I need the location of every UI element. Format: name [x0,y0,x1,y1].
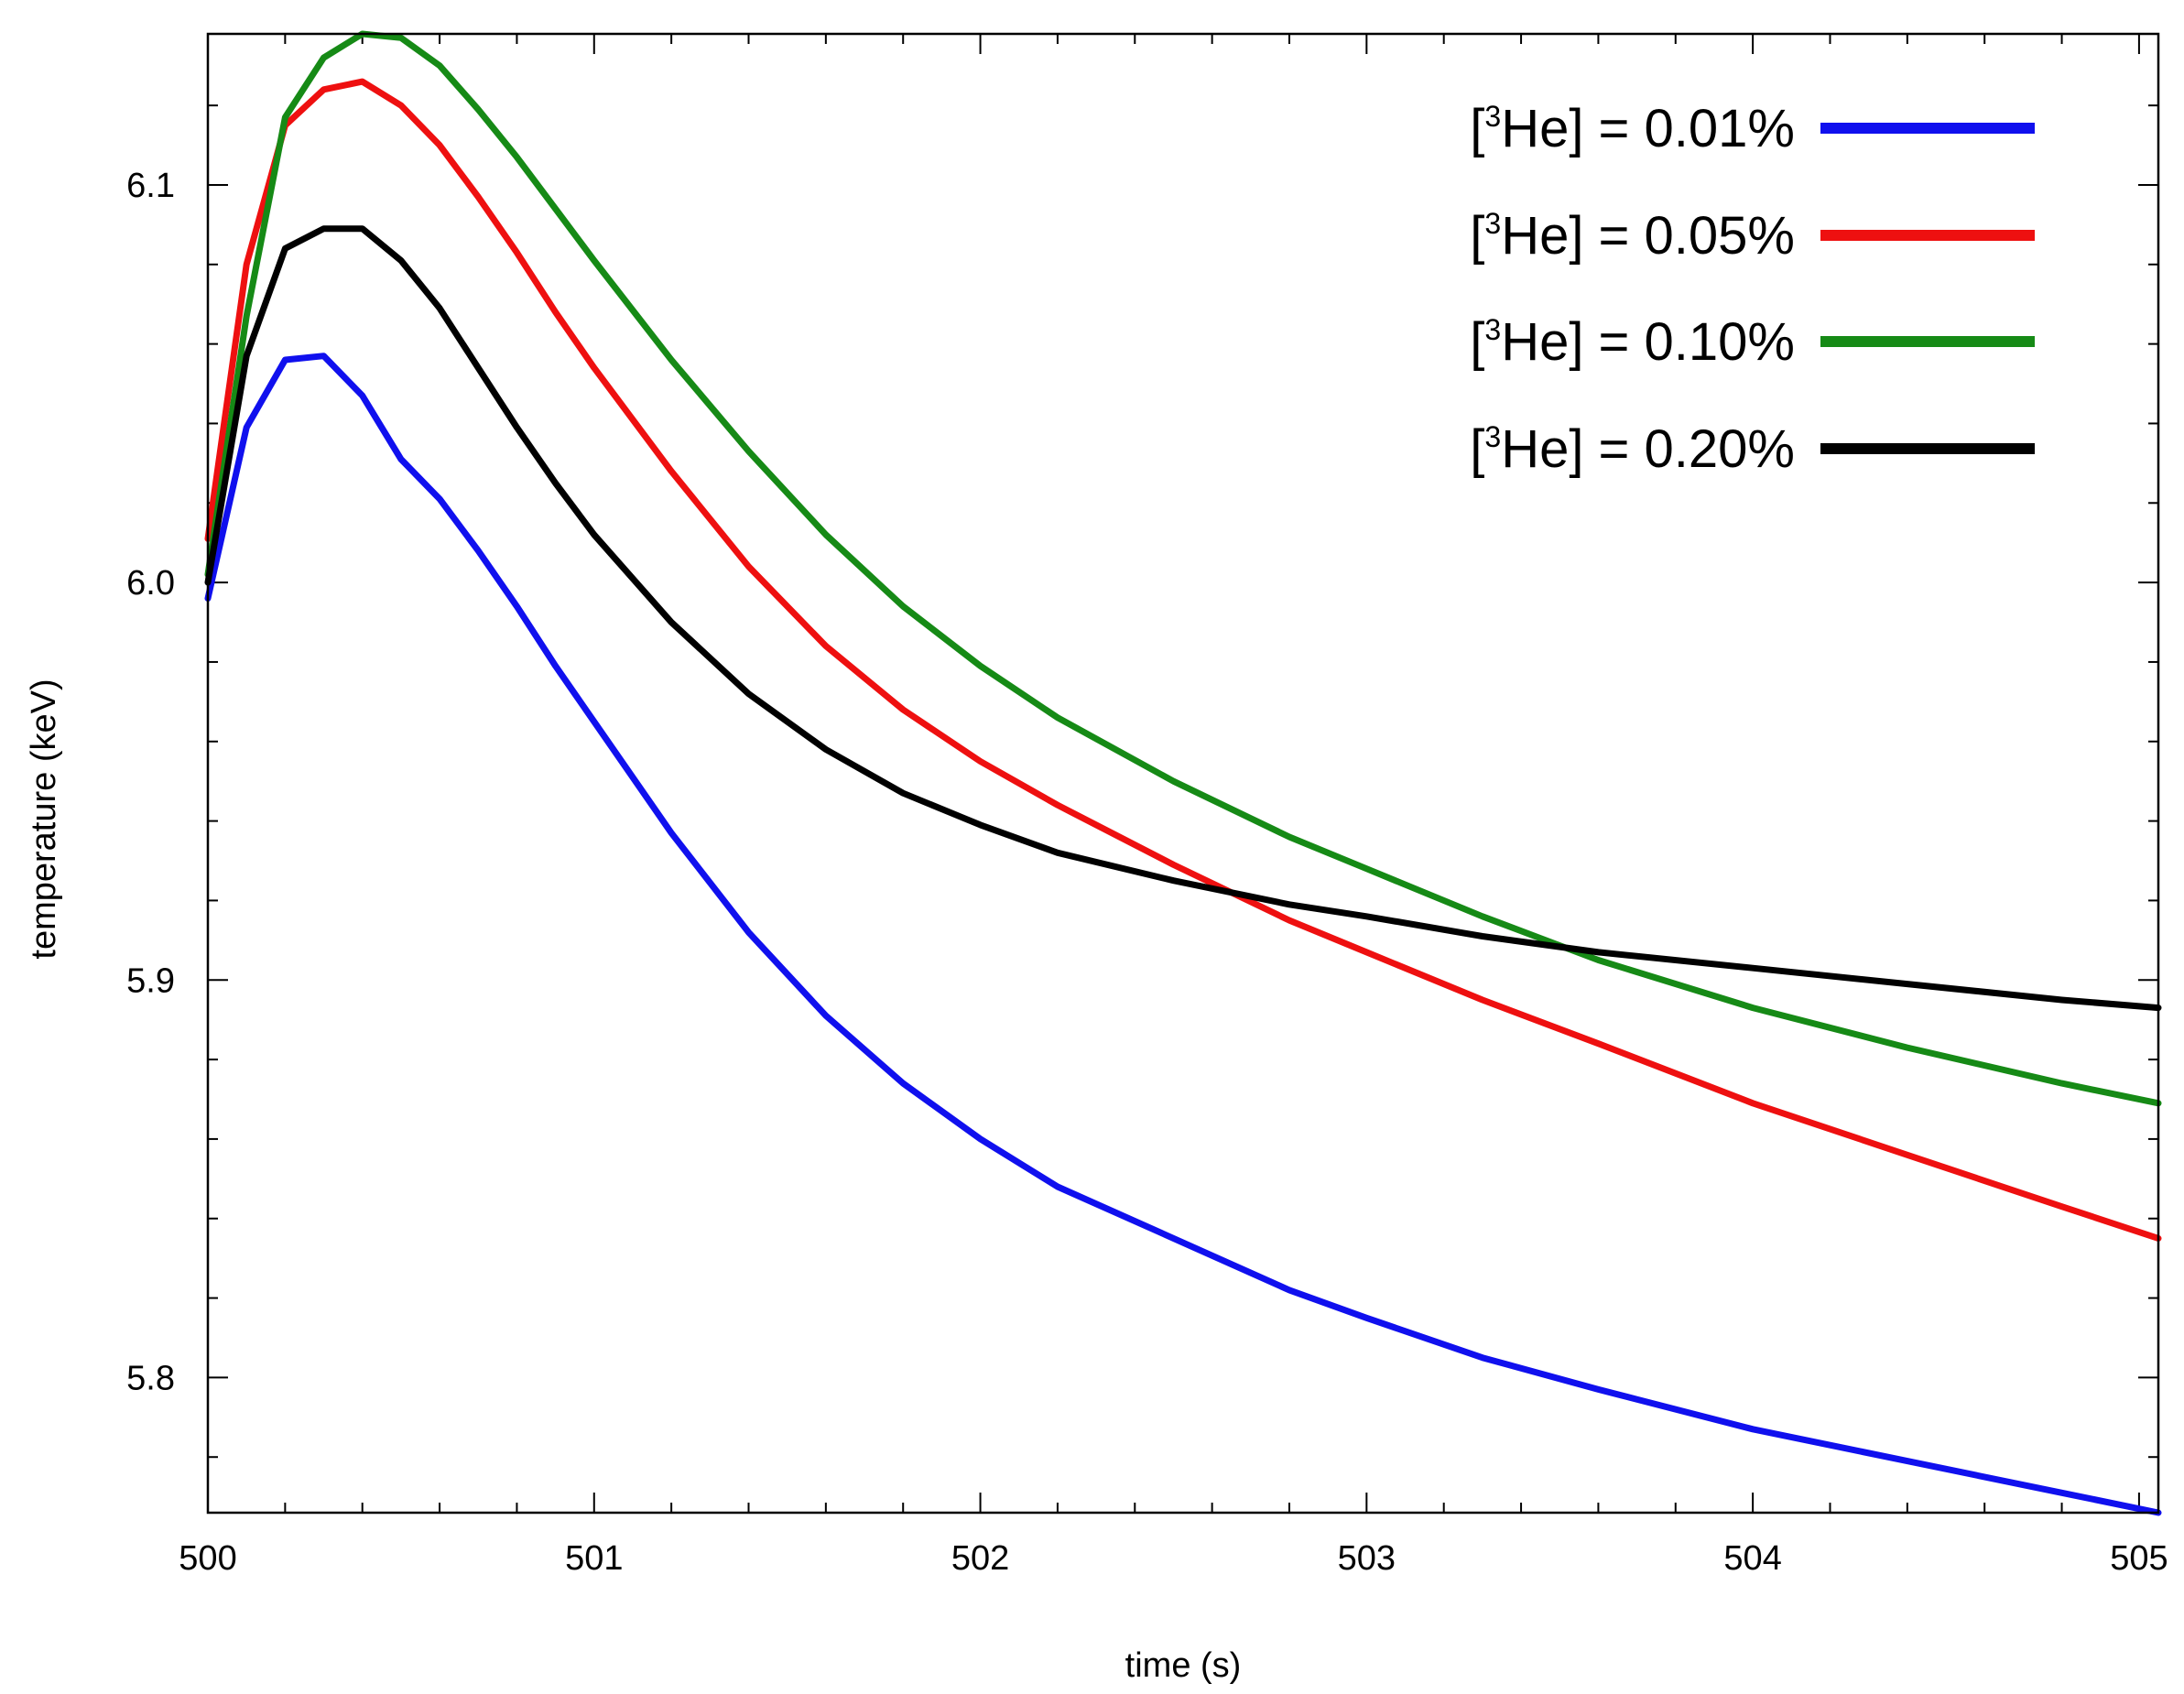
x-tick-label: 505 [2110,1539,2168,1578]
legend-label: [3He] = 0.10% [1470,312,1795,372]
legend-label-text: He] = 0.20% [1501,419,1795,479]
x-tick-label: 501 [565,1539,623,1578]
series-line-3 [204,225,2162,1012]
legend-item-3: [3He] = 0.20% [1470,419,2035,479]
legend-label-superscript: 3 [1484,420,1501,453]
y-tick-label: 6.0 [126,564,175,603]
legend-label-superscript: 3 [1484,207,1501,240]
legend-label-open: [ [1470,419,1484,479]
x-tick-labels: 500 501 502 503 504 505 [179,1539,2168,1578]
legend-label-superscript: 3 [1484,100,1501,133]
legend-label-superscript: 3 [1484,313,1501,346]
y-tick-label: 5.8 [126,1359,175,1397]
legend-item-0: [3He] = 0.01% [1470,99,2035,158]
x-tick-label: 502 [951,1539,1009,1578]
legend-item-1: [3He] = 0.05% [1470,206,2035,266]
legend-label-text: He] = 0.01% [1501,99,1795,158]
x-tick-label: 504 [1723,1539,1781,1578]
legend-label-open: [ [1470,99,1484,158]
legend-label: [3He] = 0.20% [1470,419,1795,479]
y-tick-labels: 5.8 5.9 6.0 6.1 [126,167,175,1397]
plot-frame [206,32,2160,1515]
y-tick-label: 6.1 [126,167,175,205]
x-axis-title: time (s) [1125,1646,1242,1685]
y-tick-label: 5.9 [126,961,175,1000]
legend-label-text: He] = 0.05% [1501,206,1795,266]
legend-label-open: [ [1470,312,1484,372]
legend-label: [3He] = 0.01% [1470,99,1795,158]
y-axis-title: temperature (keV) [25,679,63,959]
legend-item-2: [3He] = 0.10% [1470,312,2035,372]
legend-label-open: [ [1470,206,1484,266]
x-tick-label: 500 [179,1539,236,1578]
legend: [3He] = 0.01%[3He] = 0.05%[3He] = 0.10%[… [1470,99,2035,479]
x-tick-label: 503 [1338,1539,1396,1578]
series-line-1 [204,78,2162,1242]
axis-ticks [207,34,2158,1513]
legend-label-text: He] = 0.10% [1501,312,1795,372]
legend-label: [3He] = 0.05% [1470,206,1795,266]
series-line-0 [204,353,2162,1516]
